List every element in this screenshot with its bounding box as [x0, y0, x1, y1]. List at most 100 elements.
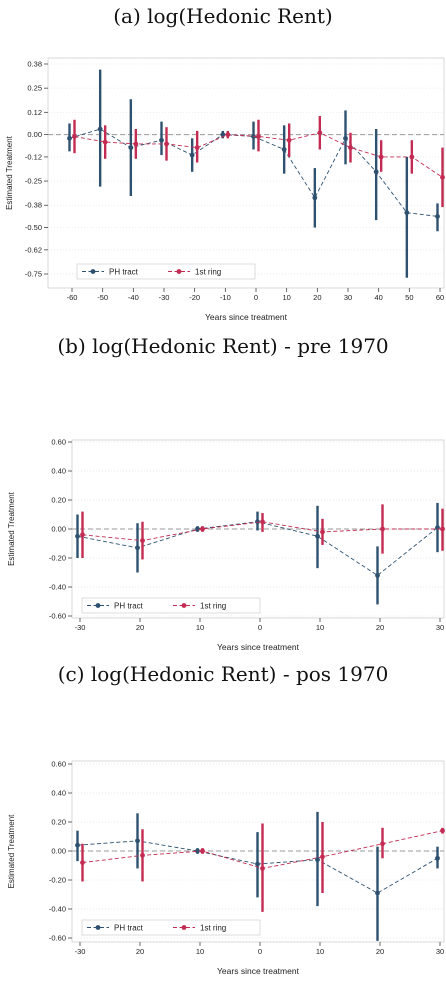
x-axis-label: Years since treatment	[217, 966, 300, 976]
data-point	[225, 132, 231, 138]
data-point	[435, 855, 440, 861]
y-tick-label: -0.40	[49, 583, 66, 592]
y-tick-label: 0.00	[51, 525, 66, 534]
data-point	[380, 841, 385, 847]
data-point	[440, 828, 445, 834]
data-point	[102, 139, 108, 145]
y-tick-label: 0.00	[27, 130, 42, 139]
data-point	[348, 145, 353, 151]
data-point	[164, 141, 169, 147]
x-tick-label: -20	[189, 293, 200, 302]
data-point	[75, 533, 80, 539]
legend-swatch-point	[176, 269, 182, 274]
y-tick-label: 0.40	[51, 789, 66, 798]
x-tick-label: 20	[136, 623, 144, 632]
x-tick-label: -50	[97, 293, 108, 302]
x-tick-label: 10	[196, 947, 204, 956]
y-tick-label: -0.62	[25, 245, 42, 254]
data-point	[409, 154, 415, 160]
y-axis-label: Estimated Treatment	[5, 135, 14, 210]
y-tick-label: -0.60	[49, 612, 66, 621]
legend-label: 1st ring	[200, 602, 226, 611]
data-point	[140, 538, 145, 543]
data-point	[286, 137, 292, 143]
x-tick-label: 10	[282, 293, 290, 302]
y-axis-label: Estimated Treatment	[7, 491, 16, 566]
data-point	[440, 526, 445, 532]
data-point	[135, 838, 140, 844]
data-point	[380, 526, 385, 532]
plot-frame	[47, 57, 445, 289]
x-tick-label: -30	[75, 623, 86, 632]
y-tick-label: 0.60	[51, 760, 66, 769]
data-point	[80, 532, 85, 538]
chart-svg: 0.60 0.40 0.20 0.00 -0.20 -0.40 -0.60 -30 20 10 0 1…	[7, 438, 445, 652]
data-point	[75, 842, 80, 848]
legend-label: PH tract	[114, 602, 144, 611]
x-tick-label: 0	[258, 947, 262, 956]
data-point	[435, 213, 440, 219]
x-tick-label: 10	[316, 947, 324, 956]
y-tick-label: -0.20	[49, 876, 66, 885]
x-tick-label: 60	[436, 293, 444, 302]
y-tick-label: -0.40	[49, 905, 66, 914]
y-tick-label: 0.00	[51, 847, 66, 856]
x-axis-label: Years since treatment	[205, 312, 288, 322]
data-point	[312, 195, 318, 201]
x-tick-label: 20	[136, 947, 144, 956]
x-axis-label: Years since treatment	[217, 642, 300, 652]
data-point	[135, 545, 140, 551]
legend-label: PH tract	[114, 924, 144, 933]
y-axis-label: Estimated Treatment	[7, 814, 16, 889]
data-point	[320, 854, 325, 860]
data-point	[315, 857, 320, 863]
x-tick-label: 30	[436, 947, 444, 956]
y-tick-label: 0.60	[51, 438, 66, 447]
legend-swatch-point	[181, 925, 187, 930]
y-tick-label: 0.20	[51, 496, 66, 505]
data-point	[375, 573, 380, 578]
y-tick-label: 0.25	[27, 84, 42, 93]
data-point	[133, 141, 139, 147]
data-point	[256, 134, 261, 139]
chart-title: (c) log(Hedonic Rent) - pos 1970	[57, 662, 389, 686]
legend-box	[81, 597, 261, 614]
x-tick-label: -30	[75, 947, 86, 956]
chart-panel-a: (a) log(Hedonic Rent) 0.38 0.25 0.12 0.00 -0…	[0, 0, 446, 330]
chart-panel-c: (c) log(Hedonic Rent) - pos 1970 0.60 0.4…	[0, 658, 446, 985]
data-point	[260, 866, 265, 871]
x-tick-label: 50	[405, 293, 413, 302]
y-tick-label: -0.12	[25, 152, 42, 161]
legend-swatch-point	[90, 269, 96, 274]
data-point	[195, 848, 200, 854]
x-tick-label: 10	[316, 623, 324, 632]
data-point	[140, 852, 145, 858]
x-tick-label: -30	[159, 293, 170, 302]
x-tick-label: 30	[436, 623, 444, 632]
data-point	[281, 147, 287, 152]
chart-svg: 0.38 0.25 0.12 0.00 -0.12 -0.25 -0.38 -0.50 -0.6…	[5, 57, 445, 322]
data-point	[128, 145, 134, 151]
y-tick-label: 0.12	[27, 108, 42, 117]
y-tick-label: -0.60	[49, 934, 66, 943]
chart-title: (a) log(Hedonic Rent)	[113, 4, 333, 28]
data-point	[375, 890, 380, 896]
data-point	[200, 848, 205, 854]
data-point	[373, 169, 379, 175]
x-tick-label: -60	[67, 293, 78, 302]
data-point	[195, 526, 200, 532]
x-tick-label: 0	[258, 623, 262, 632]
data-point	[72, 134, 77, 139]
data-point	[320, 529, 325, 535]
data-point	[189, 152, 195, 158]
y-tick-label: -0.50	[25, 223, 42, 232]
x-tick-label: 30	[344, 293, 352, 302]
chart-panel-b: (b) log(Hedonic Rent) - pre 1970 0.60 0.4…	[0, 330, 446, 658]
data-point	[440, 174, 445, 180]
x-tick-label: 10	[196, 623, 204, 632]
y-tick-label: -0.25	[25, 177, 42, 186]
x-tick-label: 20	[313, 293, 321, 302]
data-point	[378, 154, 384, 160]
data-point	[260, 519, 265, 525]
y-tick-label: 0.38	[27, 60, 42, 69]
